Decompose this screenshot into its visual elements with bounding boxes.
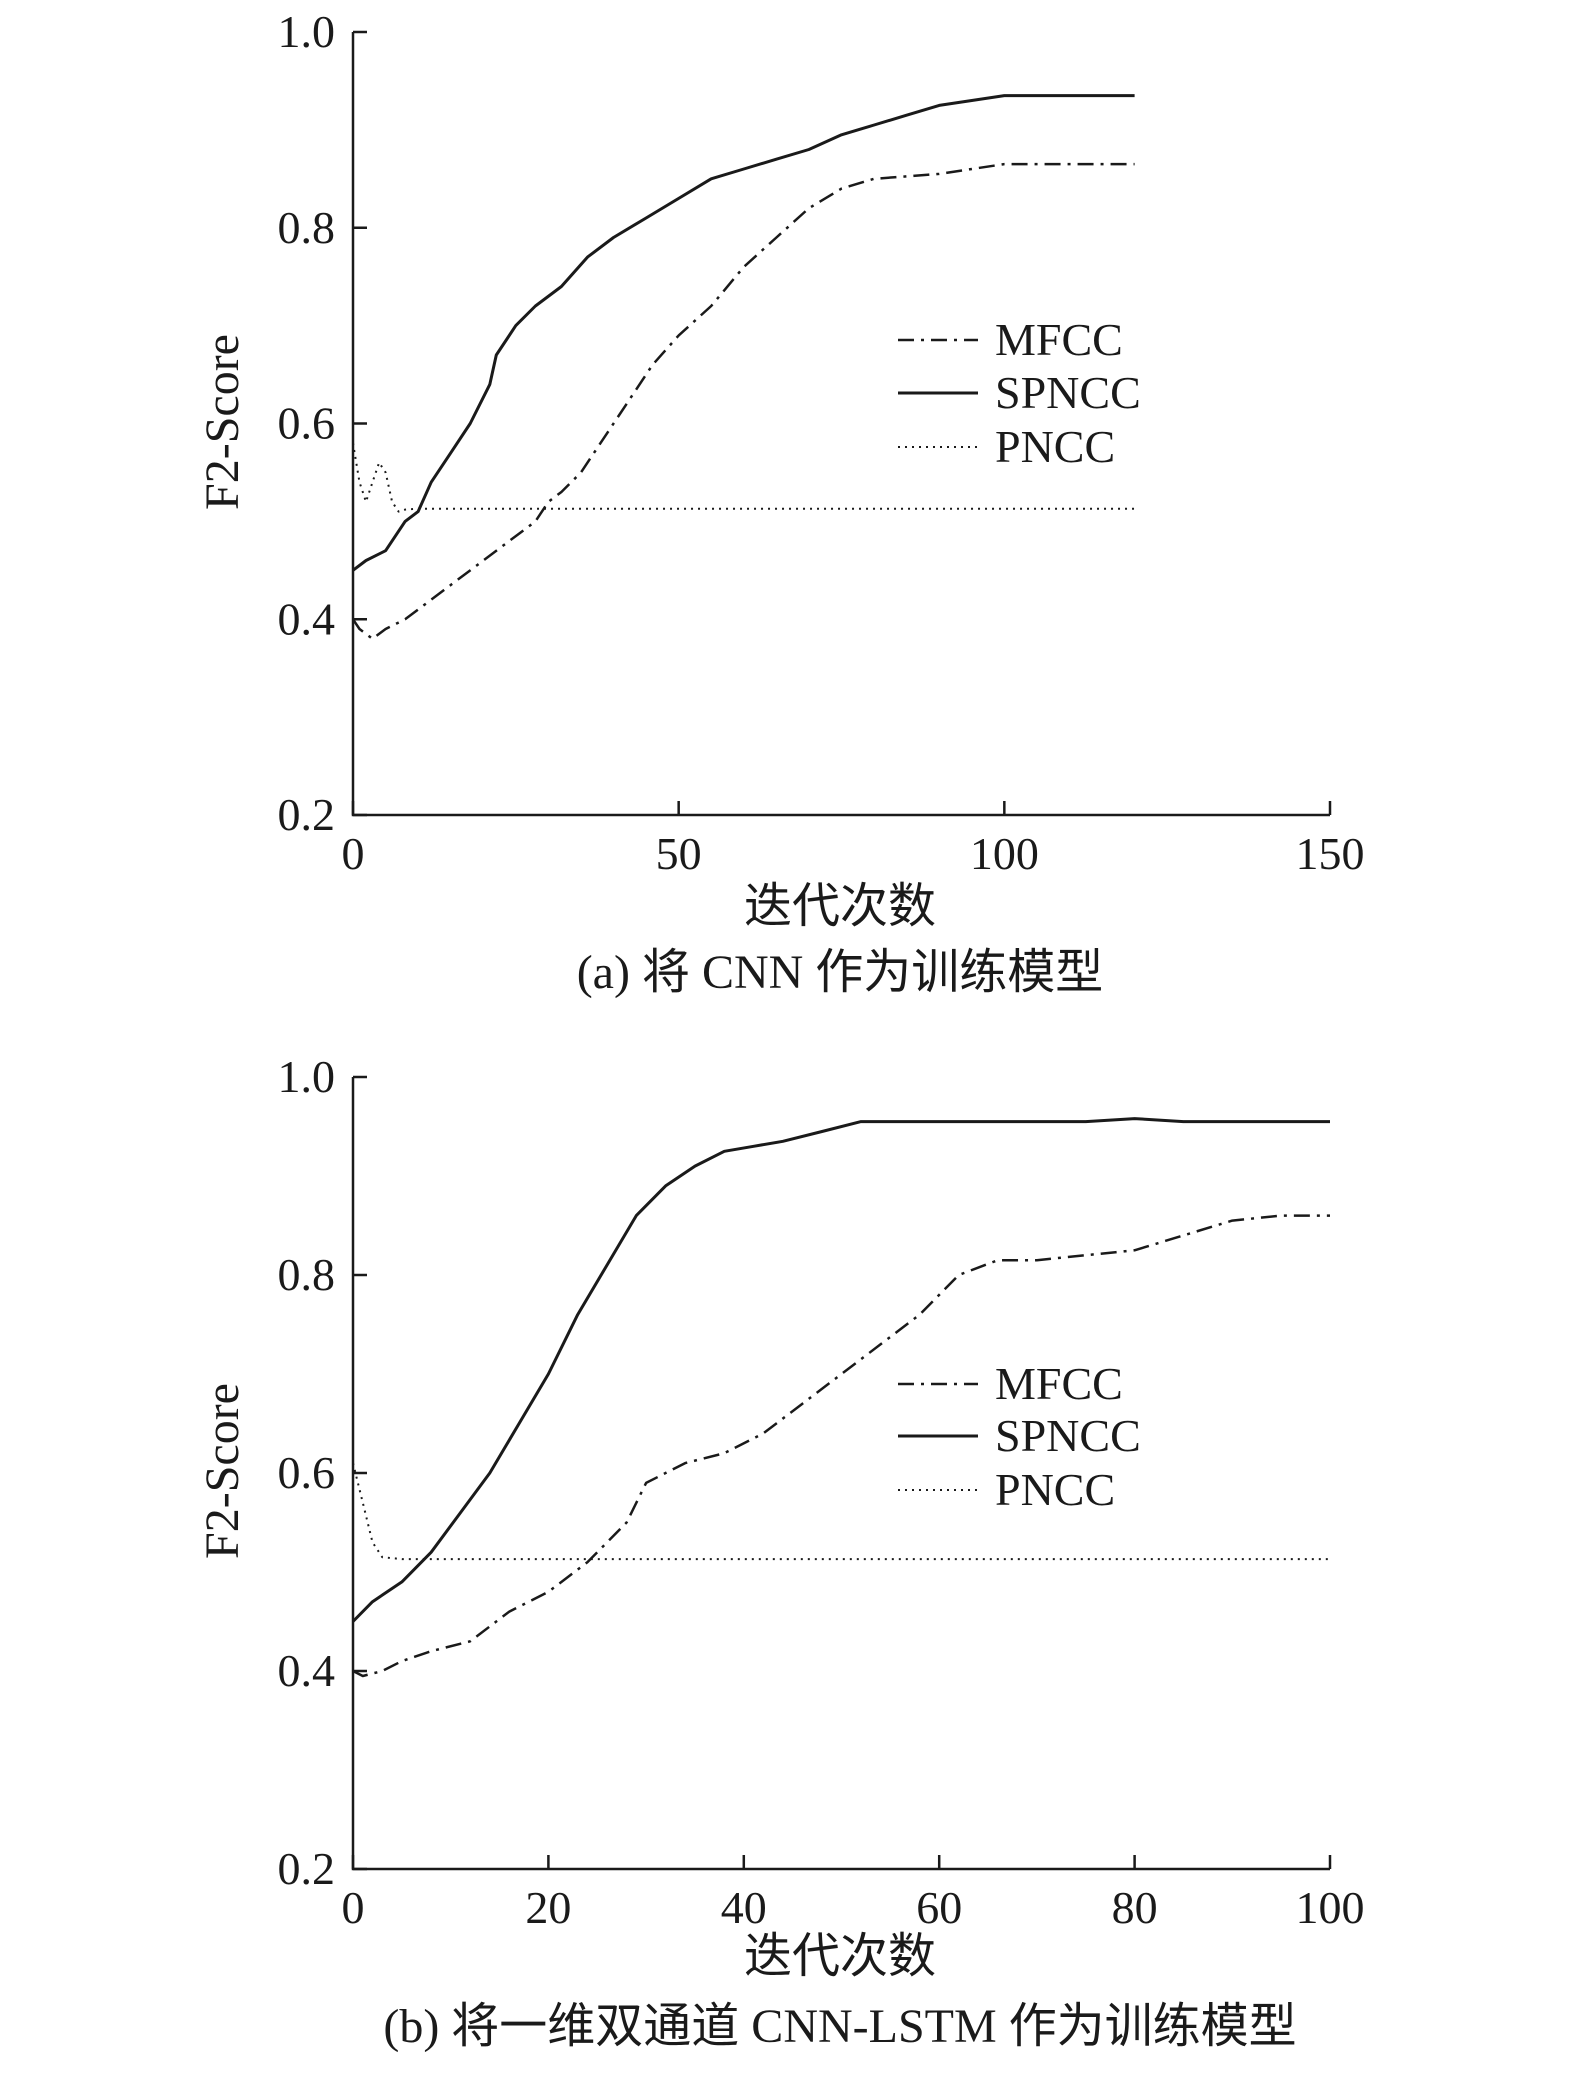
chart-a-axes: [351, 32, 1330, 817]
x-tick-label: 60: [916, 1882, 962, 1933]
chart-b: 0.2 0.4 0.6 0.8 1.0 0 20 40 60 80 100 F2-Score 迭代…: [196, 1051, 1365, 2053]
chart-a-y-axis-label: F2-Score: [196, 334, 249, 510]
series-line-spncc: [352, 94, 1135, 572]
x-tick-label: 0: [342, 828, 365, 879]
y-tick-label: 0.2: [278, 1843, 336, 1894]
y-tick-label: 0.6: [278, 1447, 336, 1498]
series-line-mfcc: [352, 1214, 1330, 1678]
legend-label-pncc: PNCC: [995, 421, 1115, 472]
legend-label-pncc: PNCC: [995, 1464, 1115, 1515]
x-tick-label: 40: [721, 1882, 767, 1933]
chart-b-y-ticks: 0.2 0.4 0.6 0.8 1.0: [278, 1051, 367, 1894]
x-tick-label: 80: [1112, 1882, 1158, 1933]
chart-b-axes: [351, 1077, 1330, 1871]
chart-b-series-layer: [351, 1117, 1330, 1678]
y-tick-label: 0.8: [278, 1249, 336, 1300]
y-tick-label: 0.6: [278, 398, 336, 449]
legend-label-spncc: SPNCC: [995, 1410, 1141, 1461]
y-tick-label: 0.8: [278, 202, 336, 253]
chart-b-caption: (b) 将一维双通道 CNN-LSTM 作为训练模型: [383, 2000, 1296, 2053]
chart-b-legend: MFCC SPNCC PNCC: [898, 1358, 1141, 1515]
y-tick-label: 1.0: [278, 1051, 336, 1102]
x-tick-label: 150: [1296, 828, 1365, 879]
y-tick-label: 1.0: [278, 6, 336, 57]
chart-a-x-ticks: 0 50 100 150: [342, 801, 1365, 879]
y-tick-label: 0.4: [278, 593, 336, 644]
series-line-pncc: [352, 442, 1135, 513]
y-tick-label: 0.4: [278, 1645, 336, 1696]
chart-b-y-axis-label: F2-Score: [196, 1383, 249, 1559]
x-tick-label: 100: [1296, 1882, 1365, 1933]
chart-a-y-ticks: 0.2 0.4 0.6 0.8 1.0: [278, 6, 367, 840]
chart-b-x-ticks: 0 20 40 60 80 100: [342, 1855, 1365, 1933]
chart-a-legend: MFCC SPNCC PNCC: [898, 314, 1141, 472]
chart-a-caption: (a) 将 CNN 作为训练模型: [577, 946, 1104, 999]
chart-a-series-layer: [351, 94, 1135, 641]
chart-a: 0.20.40.60.81.0 0 50 100 150 F2-Score 迭代次数 …: [196, 6, 1365, 999]
chart-a-x-axis-label: 迭代次数: [744, 880, 936, 933]
legend-label-mfcc: MFCC: [995, 314, 1123, 365]
x-tick-label: 0: [342, 1882, 365, 1933]
legend-label-mfcc: MFCC: [995, 1358, 1123, 1409]
x-tick-label: 20: [525, 1882, 571, 1933]
legend-label-spncc: SPNCC: [995, 367, 1141, 418]
chart-b-x-axis-label: 迭代次数: [744, 1930, 936, 1983]
series-line-mfcc: [351, 162, 1135, 641]
series-line-pncc: [352, 1462, 1330, 1561]
x-tick-label: 100: [970, 828, 1039, 879]
series-line-spncc: [351, 1117, 1330, 1623]
x-tick-label: 50: [656, 828, 702, 879]
y-tick-label: 0.2: [278, 789, 336, 840]
